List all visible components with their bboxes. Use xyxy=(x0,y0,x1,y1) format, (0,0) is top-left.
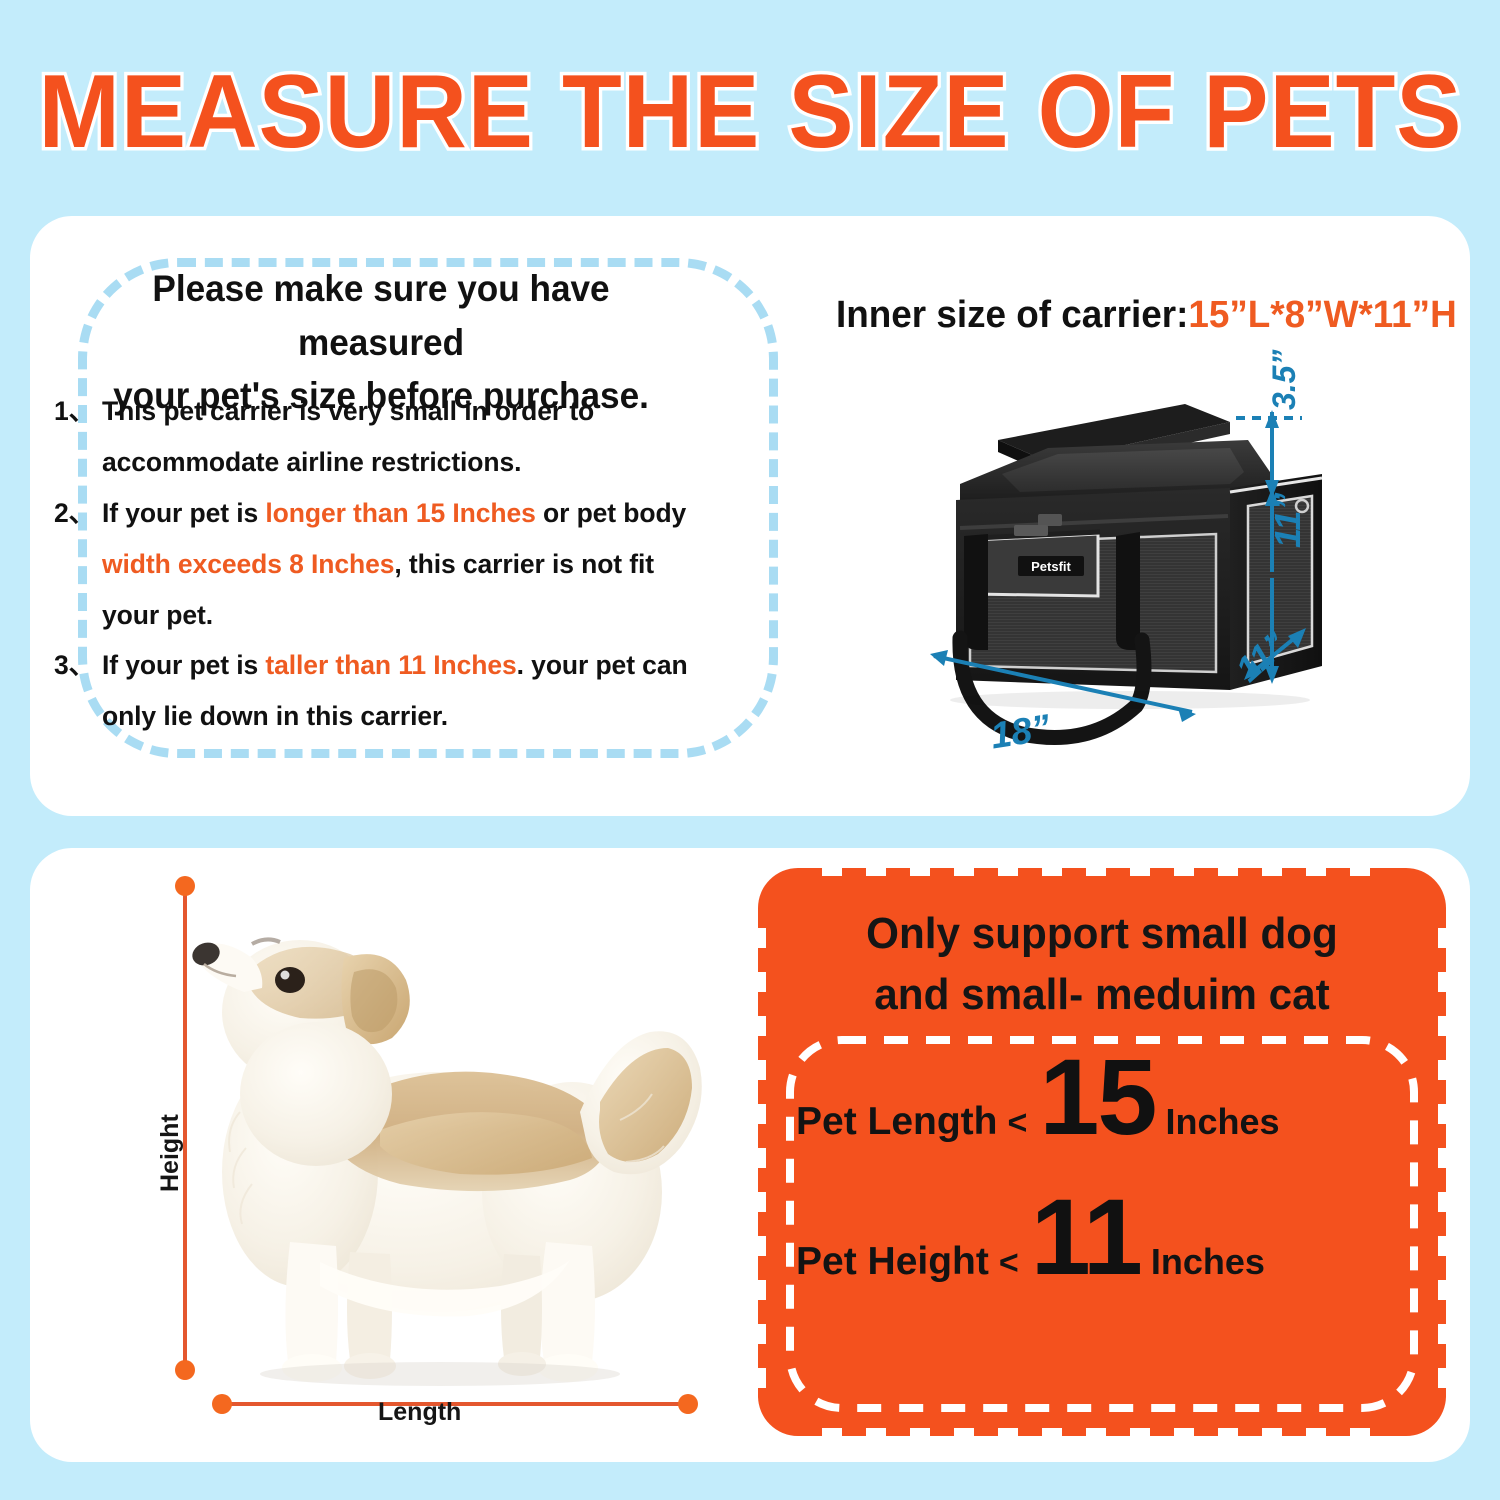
list-item-number: 1、 xyxy=(54,396,96,426)
height-axis-label: Height xyxy=(156,1114,184,1192)
spec-operator: < xyxy=(998,1244,1019,1282)
spec-name: Pet Length xyxy=(796,1100,998,1143)
spec-rows: Pet Length < 15 Inches Pet Height < 11 I… xyxy=(796,1036,1414,1334)
spec-unit: Inches xyxy=(1150,1241,1265,1282)
carrier-logo-text: Petsfit xyxy=(1031,559,1071,574)
list-item-body: If your pet is taller than 11 Inches. yo… xyxy=(102,640,714,742)
list-item: 3、 If your pet is taller than 11 Inches.… xyxy=(54,640,714,742)
spec-row-length: Pet Length < 15 Inches xyxy=(796,1036,1414,1194)
support-heading-line-2: and small- meduim cat xyxy=(874,969,1330,1019)
info-heading-line-2: your pet's size before purchase. xyxy=(113,375,649,417)
support-panel: Only support small dog and small- meduim… xyxy=(752,862,1452,1442)
text-segment: If your pet is xyxy=(102,650,266,681)
text-segment: If your pet is xyxy=(102,497,266,528)
text-segment: , this carrier is not fit your pet. xyxy=(102,548,654,630)
carrier-size-label: Inner size of carrier: xyxy=(836,294,1189,336)
spec-value: 11 xyxy=(1030,1176,1143,1297)
text-segment-highlight: longer than 15 Inches xyxy=(265,497,536,528)
carrier-bag-image: Petsfit xyxy=(930,404,1323,745)
spec-unit: Inches xyxy=(1165,1101,1280,1142)
info-heading-line-1: Please make sure you have measured xyxy=(152,268,610,363)
length-axis-label: Length xyxy=(378,1398,462,1426)
text-segment: or pet body xyxy=(535,497,687,528)
measurement-guides xyxy=(175,876,698,1414)
carrier-illustration: Petsfit xyxy=(930,350,1360,788)
info-heading: Please make sure you have measured your … xyxy=(91,262,671,423)
text-segment: . your pet can only lie down in this car… xyxy=(102,650,688,732)
spec-row-height: Pet Height < 11 Inches xyxy=(796,1176,1414,1334)
measurement-notice-box xyxy=(78,258,778,758)
support-panel-background xyxy=(752,862,1452,1442)
list-item-number: 3、 xyxy=(54,650,96,681)
dimension-label-side-height: 11” xyxy=(1267,492,1308,548)
page-title: MEASURE THE SIZE OF PETS xyxy=(35,54,1465,170)
page-title-bar: MEASURE THE SIZE OF PETS xyxy=(0,52,1500,172)
dog-measurement-diagram: Height Length xyxy=(140,862,740,1442)
carrier-inner-size-heading: Inner size of carrier:15”L*8”W*11”H xyxy=(836,296,1457,334)
spec-name: Pet Height xyxy=(796,1240,989,1283)
dog-photo xyxy=(192,937,702,1386)
carrier-size-value: 15”L*8”W*11”H xyxy=(1188,294,1457,336)
list-item: 1、 This pet carrier is very small in ord… xyxy=(54,386,714,488)
text-segment-highlight: taller than 11 Inches xyxy=(265,650,517,681)
text-segment-highlight: width exceeds 8 Inches xyxy=(102,548,395,579)
list-item: 2、 If your pet is longer than 15 Inches … xyxy=(54,488,714,641)
list-item-number: 2、 xyxy=(54,497,96,528)
dimension-label-top-height: 3.5” xyxy=(1266,349,1302,410)
pet-size-card: Height Length xyxy=(30,848,1470,1462)
spec-operator: < xyxy=(1007,1104,1028,1142)
list-item-body: This pet carrier is very small in order … xyxy=(102,386,714,488)
support-panel-heading: Only support small dog and small- meduim… xyxy=(804,904,1399,1025)
text-segment: This pet carrier is very small in order … xyxy=(102,396,595,477)
dimension-label-width: 18” xyxy=(987,706,1054,757)
spec-value: 15 xyxy=(1039,1036,1157,1157)
support-heading-line-1: Only support small dog xyxy=(866,909,1338,958)
info-list: 1、 This pet carrier is very small in ord… xyxy=(54,386,714,742)
list-item-body: If your pet is longer than 15 Inches or … xyxy=(102,488,714,641)
